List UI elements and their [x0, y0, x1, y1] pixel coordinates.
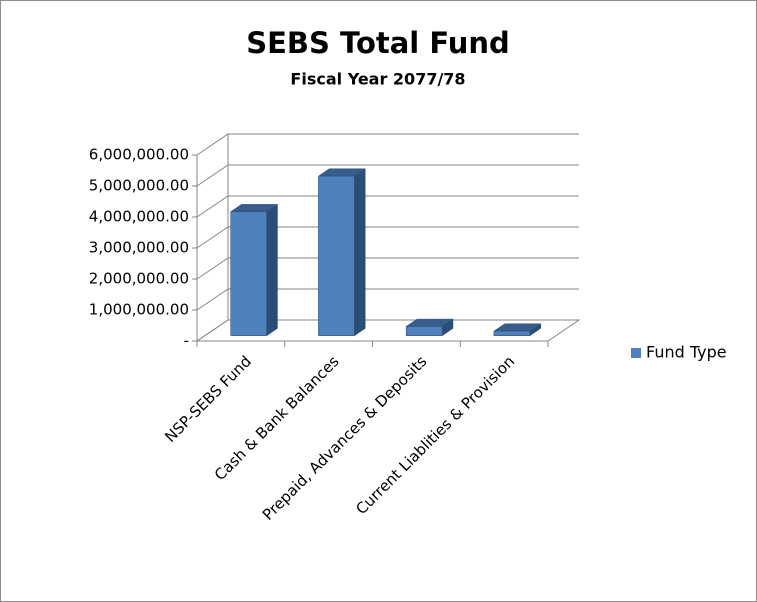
grid-line [196, 133, 579, 156]
y-tick-label: 5,000,000.00 [89, 177, 189, 195]
grid-line [196, 257, 579, 280]
chart-title: SEBS Total Fund [246, 26, 510, 60]
bar-front [318, 175, 355, 336]
legend-swatch [631, 348, 641, 358]
y-tick-label: - [184, 332, 189, 350]
bar-front [230, 211, 267, 336]
legend-label: Fund Type [646, 343, 727, 362]
grid-line [196, 164, 579, 187]
grid-line [196, 226, 579, 249]
y-tick-label: 3,000,000.00 [89, 239, 189, 257]
bar-side [354, 168, 366, 337]
y-tick-label: 6,000,000.00 [89, 146, 189, 164]
y-tick-label: 4,000,000.00 [89, 208, 189, 226]
bar [405, 318, 454, 337]
bar [229, 203, 279, 337]
y-tick-label: 2,000,000.00 [89, 270, 189, 288]
bar [493, 323, 542, 337]
bar-front [493, 330, 531, 336]
bar-front [405, 326, 443, 336]
bar-side [266, 203, 278, 337]
grid-line [196, 288, 579, 311]
chart-subtitle: Fiscal Year 2077/78 [290, 70, 465, 89]
y-tick-label: 1,000,000.00 [89, 301, 189, 319]
grid-line [196, 195, 579, 218]
bar [317, 168, 367, 337]
grid-line [196, 319, 579, 342]
